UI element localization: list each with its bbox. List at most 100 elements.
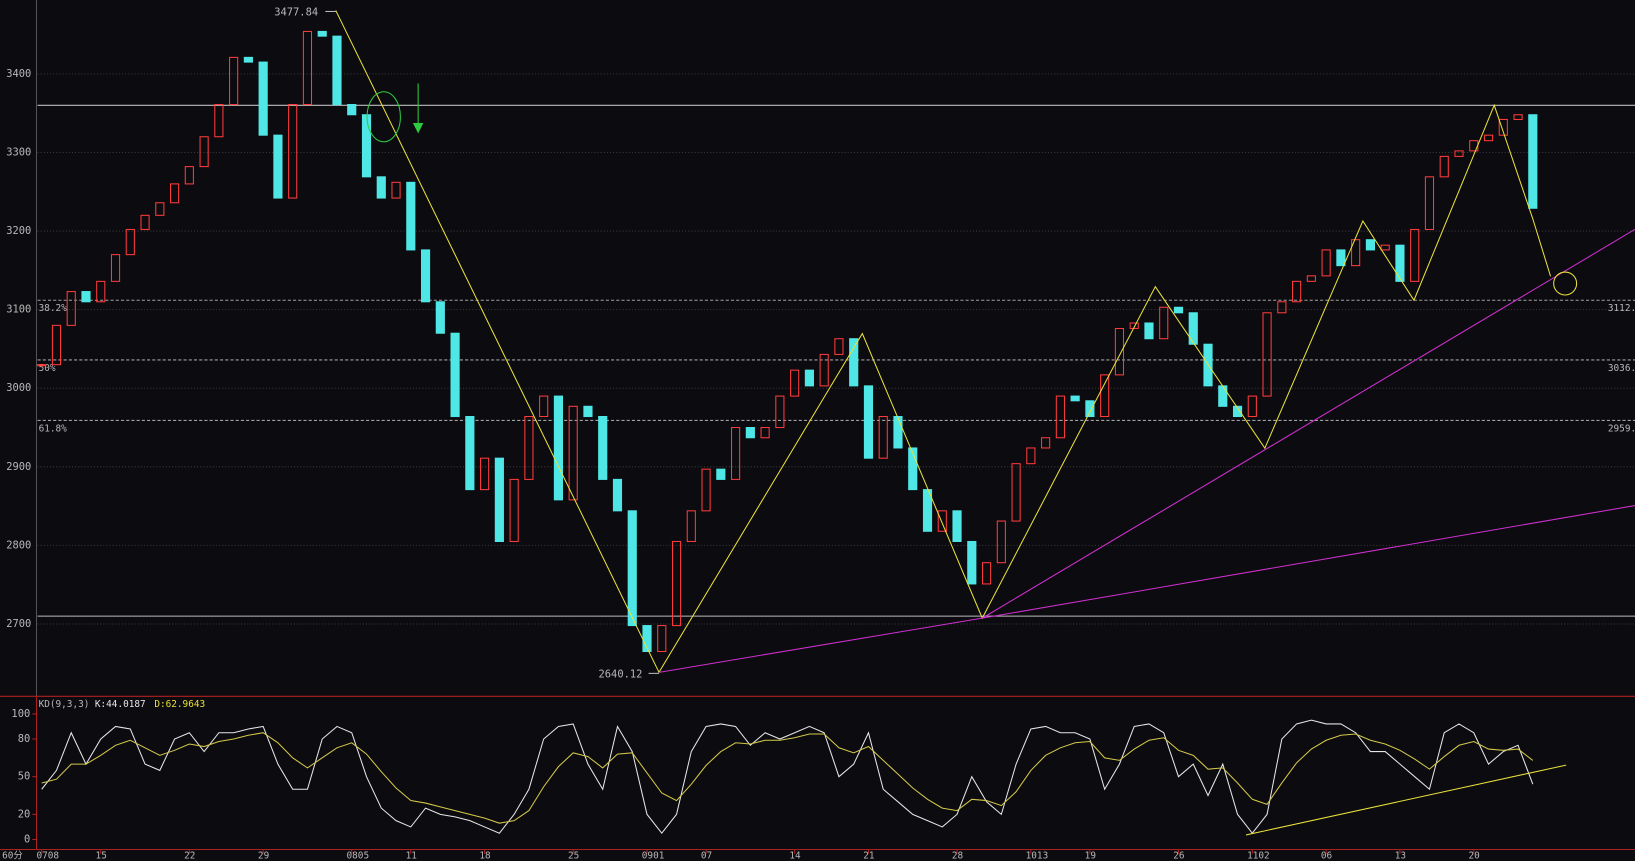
- candle: [1306, 275, 1316, 282]
- candle: [701, 468, 711, 512]
- level-value-label: 2959.: [1608, 423, 1635, 434]
- candle: [775, 395, 785, 429]
- kd-line: [41, 732, 1534, 824]
- zigzag-line: [335, 10, 1552, 674]
- candle: [37, 364, 47, 367]
- candle: [863, 385, 874, 459]
- kd-d-label: D:62.9643: [154, 699, 205, 710]
- y-tick-label: 3400: [6, 68, 31, 80]
- candle: [1188, 312, 1198, 345]
- candle: [1114, 327, 1125, 376]
- candle: [1026, 447, 1036, 465]
- candle: [1292, 280, 1302, 303]
- candle: [450, 332, 460, 418]
- level-name: 38.2%: [39, 303, 68, 314]
- candle: [465, 416, 475, 491]
- candle: [804, 369, 814, 387]
- candle: [819, 353, 829, 387]
- candle: [790, 369, 800, 397]
- y-tick-label: 2700: [6, 618, 31, 630]
- candle: [317, 30, 327, 37]
- x-tick-label: 0708: [36, 850, 59, 861]
- candle: [494, 457, 504, 543]
- x-tick-label: 15: [96, 850, 107, 861]
- candle: [1159, 306, 1169, 340]
- candle: [1439, 155, 1449, 178]
- x-tick-label: 14: [789, 850, 801, 861]
- candle: [981, 562, 992, 585]
- x-tick-label: 1102: [1247, 850, 1270, 861]
- candle: [849, 338, 859, 387]
- kd-tick-label: 100: [11, 708, 30, 720]
- candle: [1528, 114, 1538, 209]
- candle: [1247, 395, 1257, 418]
- x-tick-label: 0805: [347, 850, 370, 861]
- x-tick-label: 25: [568, 850, 579, 861]
- candle: [1070, 395, 1080, 402]
- candle: [480, 457, 490, 491]
- kd-title: KD(9,3,3): [39, 699, 90, 710]
- candle: [1424, 176, 1435, 231]
- trough-label: 2640.12: [599, 668, 643, 680]
- candle: [155, 202, 165, 216]
- candle: [1483, 134, 1494, 142]
- x-tick-label: 13: [1395, 850, 1406, 861]
- candle: [1277, 301, 1287, 314]
- candle: [1129, 322, 1139, 330]
- x-tick-label: 20: [1469, 850, 1481, 861]
- candle: [1513, 114, 1523, 120]
- kd-tick-label: 80: [18, 733, 31, 745]
- candle: [66, 291, 76, 326]
- x-tick-label: 28: [952, 850, 964, 861]
- candle: [952, 510, 962, 543]
- level-value-label: 3112.: [1608, 303, 1635, 314]
- candle: [524, 416, 534, 480]
- arrow-head: [412, 123, 424, 134]
- candle: [967, 540, 977, 585]
- level-value-label: 3036.: [1608, 363, 1635, 374]
- highlight-circle: [1553, 271, 1578, 296]
- y-tick-label: 3100: [6, 304, 31, 316]
- candle: [199, 136, 209, 168]
- x-tick-label: 26: [1173, 850, 1185, 861]
- grid-layer: 2700 2800 2900 3000 3100 3200 3300 3400 38.2% 311…: [6, 68, 1635, 861]
- candle: [686, 510, 696, 543]
- candle: [435, 301, 445, 334]
- candle: [908, 447, 918, 491]
- x-tick-label: 19: [1085, 850, 1097, 861]
- candle: [1351, 239, 1361, 267]
- candle: [1232, 405, 1243, 418]
- y-tick-label: 3200: [6, 225, 31, 237]
- candle: [834, 338, 844, 355]
- x-tick-label: 0901: [642, 850, 665, 861]
- x-tick-label: 22: [184, 850, 195, 861]
- highlight-ellipse: [366, 91, 401, 143]
- candle: [745, 427, 755, 439]
- candle: [598, 416, 608, 480]
- x-tick-label: 29: [258, 850, 270, 861]
- candle: [376, 176, 386, 199]
- candle: [169, 183, 180, 204]
- candle: [937, 510, 947, 532]
- candle: [1218, 385, 1228, 407]
- candle: [671, 540, 682, 627]
- x-tick-label: 06: [1321, 850, 1333, 861]
- candle: [1395, 244, 1405, 282]
- candle: [1100, 374, 1110, 418]
- candle: [288, 104, 298, 199]
- x-tick-label: 1013: [1026, 850, 1049, 861]
- candle: [125, 228, 135, 256]
- candle: [391, 181, 401, 199]
- candle: [81, 291, 91, 303]
- x-tick-label: 21: [863, 850, 875, 861]
- candles-layer: [37, 30, 1538, 835]
- candle: [553, 395, 564, 501]
- candle: [731, 427, 741, 480]
- kd-k-label: K:44.0187: [95, 699, 146, 710]
- candle: [568, 405, 578, 501]
- candle: [420, 249, 431, 303]
- candle: [1454, 150, 1464, 157]
- candle: [583, 405, 593, 418]
- candle: [1336, 249, 1346, 267]
